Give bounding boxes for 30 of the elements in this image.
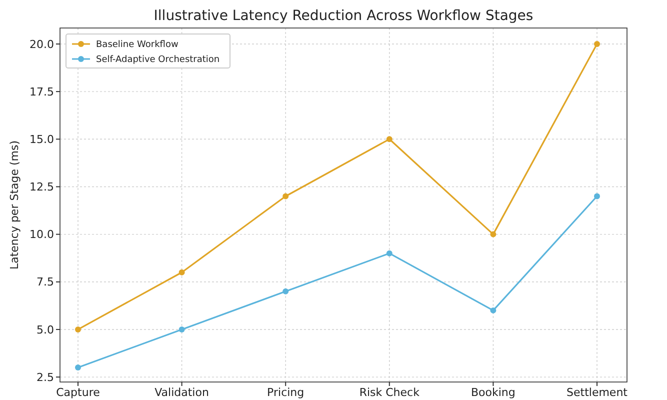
y-tick-label: 5.0	[36, 323, 54, 336]
y-tick-label: 7.5	[36, 276, 54, 289]
point	[282, 288, 289, 294]
y-tick-label: 10.0	[30, 228, 54, 242]
x-tick-label: Validation	[154, 386, 209, 399]
point	[282, 193, 289, 200]
point	[75, 326, 81, 332]
point	[594, 40, 600, 47]
x-tick-label: Capture	[56, 386, 100, 399]
x-tick-label: Pricing	[267, 386, 304, 399]
y-tick-label: 15.0	[30, 133, 54, 146]
y-tick-label: 17.5	[30, 85, 54, 98]
point	[178, 326, 185, 332]
chart-title: Illustrative Latency Reduction Across Workflow Stages	[154, 8, 534, 24]
point	[386, 250, 392, 256]
point	[594, 193, 600, 200]
point	[490, 307, 496, 314]
point	[490, 231, 496, 238]
x-tick-label: Settlement	[566, 386, 628, 399]
point	[75, 364, 81, 371]
x-tick-label: Booking	[471, 386, 516, 399]
legend-label: Baseline Workflow	[96, 40, 178, 50]
y-tick-label: 20.0	[30, 38, 54, 51]
point	[386, 136, 392, 142]
x-tick-label: Risk Check	[359, 386, 420, 399]
point	[178, 269, 185, 276]
legend-label: Self-Adaptive Orchestration	[96, 55, 220, 66]
y-axis-title: Latency per Stage (ms)	[8, 140, 21, 270]
y-tick-label: 2.5	[36, 370, 54, 384]
y-tick-label: 12.5	[30, 180, 54, 194]
